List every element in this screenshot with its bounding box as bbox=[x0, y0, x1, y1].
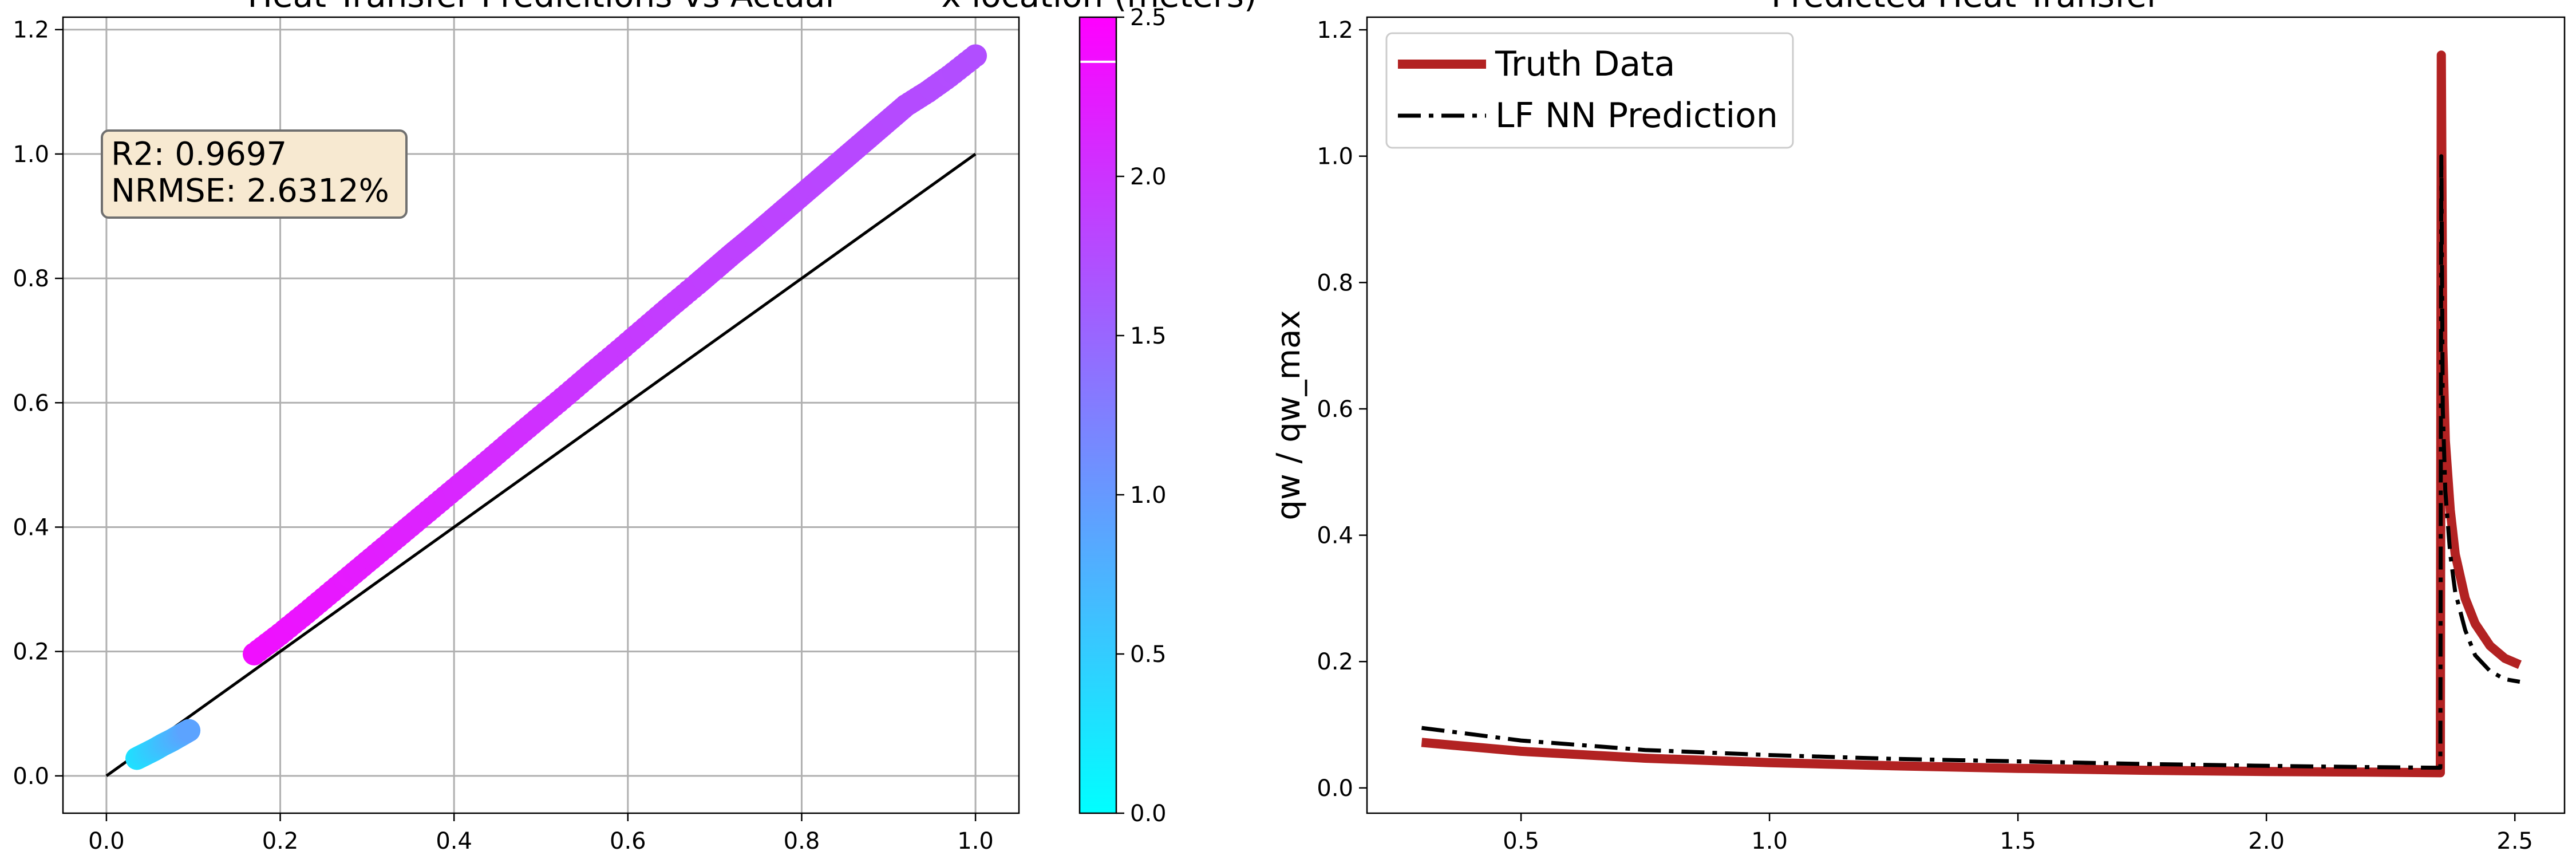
colorbar: 0.0 0.5 1.0 1.5 2.0 2.5 x location (meters) bbox=[941, 0, 1257, 827]
legend-box bbox=[1385, 32, 1794, 149]
scatter-ytick-label: 0.0 bbox=[13, 763, 49, 790]
line-ytick-label: 0.8 bbox=[1317, 270, 1353, 296]
line-ytick-label: 1.2 bbox=[1317, 17, 1353, 44]
scatter-ticks: 0.0 0.2 0.4 0.6 0.8 1.0 0.0 0.2 0.4 0.6 0.8 1.0 1.2 bbox=[13, 17, 994, 854]
colorbar-ticks: 0.0 0.5 1.0 1.5 2.0 2.5 bbox=[1116, 5, 1167, 827]
line-ytick-label: 0.0 bbox=[1317, 775, 1353, 802]
colorbar-label: x location (meters) bbox=[941, 0, 1257, 15]
line-axes-frame bbox=[1366, 16, 2566, 814]
line-ytick-label: 1.0 bbox=[1317, 144, 1353, 170]
stats-r2: R2: 0.9697 bbox=[111, 136, 287, 173]
scatter-xtick-label: 0.8 bbox=[784, 828, 820, 854]
scatter-point bbox=[177, 719, 201, 742]
line-ticks: 0.5 1.0 1.5 2.0 2.5 0.0 0.2 0.4 0.6 0.8 1.0 1.2 bbox=[1317, 17, 2533, 854]
line-xtick-label: 1.0 bbox=[1751, 828, 1788, 854]
line-ylabel: qw / qw_max bbox=[1270, 310, 1307, 520]
colorbar-tick-label: 0.0 bbox=[1130, 801, 1167, 827]
line-title: Predicted Heat Transfer bbox=[1771, 0, 2160, 15]
colorbar-tick-label: 2.5 bbox=[1130, 5, 1167, 31]
scatter-ytick-label: 0.4 bbox=[13, 514, 49, 541]
scatter-ytick-label: 0.8 bbox=[13, 266, 49, 292]
line-xtick-label: 1.5 bbox=[2000, 828, 2036, 854]
scatter-xtick-label: 0.0 bbox=[88, 828, 125, 854]
scatter-ytick-label: 0.6 bbox=[13, 390, 49, 416]
colorbar-gradient bbox=[1080, 17, 1116, 813]
line-panel: 0.5 1.0 1.5 2.0 2.5 0.0 0.2 0.4 0.6 0.8 1.0 1.2 Pre… bbox=[1270, 0, 2566, 854]
colorbar-tick-label: 2.0 bbox=[1130, 164, 1167, 190]
scatter-ytick-label: 1.0 bbox=[13, 141, 49, 168]
colorbar-frame bbox=[1078, 16, 1117, 814]
identity-reference-line bbox=[105, 152, 977, 777]
stats-box-background bbox=[101, 129, 408, 219]
scatter-point bbox=[964, 44, 987, 68]
scatter-panel: 0.0 0.2 0.4 0.6 0.8 1.00.00.20.40.60.81.01.2 … bbox=[13, 0, 1020, 854]
legend: Truth Data LF NN Prediction bbox=[1385, 32, 1794, 149]
legend-label-truth: Truth Data bbox=[1495, 44, 1675, 84]
line-xtick-label: 2.0 bbox=[2248, 828, 2285, 854]
scatter-ytick-label: 0.2 bbox=[13, 639, 49, 665]
colorbar-tick-label: 0.5 bbox=[1130, 641, 1167, 668]
colorbar-tick-label: 1.0 bbox=[1130, 482, 1167, 509]
stats-nrmse: NRMSE: 2.6312% bbox=[111, 172, 389, 210]
scatter-title: Heat Transfer Predicitions vs Actual bbox=[247, 0, 834, 15]
legend-label-prediction: LF NN Prediction bbox=[1495, 96, 1778, 136]
line-ytick-label: 0.6 bbox=[1317, 396, 1353, 423]
truth-data-line bbox=[1421, 50, 2522, 778]
line-xtick-label: 0.5 bbox=[1503, 828, 1539, 854]
line-series bbox=[1421, 50, 2522, 778]
stats-box: R2: 0.9697 NRMSE: 2.6312% bbox=[101, 129, 408, 219]
scatter-xtick-label: 0.2 bbox=[262, 828, 299, 854]
colorbar-tick-label: 1.5 bbox=[1130, 323, 1167, 349]
scatter-xtick-label: 1.0 bbox=[957, 828, 994, 854]
scatter-ytick-label: 1.2 bbox=[13, 17, 49, 44]
scatter-points bbox=[125, 44, 987, 770]
line-ytick-label: 0.2 bbox=[1317, 649, 1353, 675]
scatter-xtick-label: 0.6 bbox=[610, 828, 646, 854]
line-xtick-label: 2.5 bbox=[2496, 828, 2533, 854]
scatter-xtick-label: 0.4 bbox=[436, 828, 472, 854]
scatter-axes-frame bbox=[62, 16, 1020, 814]
prediction-line bbox=[1421, 154, 2520, 770]
line-ytick-label: 0.4 bbox=[1317, 523, 1353, 549]
